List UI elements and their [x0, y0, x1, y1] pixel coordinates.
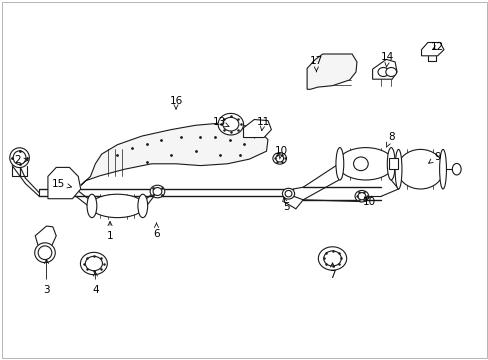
- Ellipse shape: [354, 190, 368, 202]
- Ellipse shape: [38, 246, 52, 260]
- Ellipse shape: [451, 163, 460, 175]
- Text: 9: 9: [428, 152, 440, 163]
- Text: 17: 17: [309, 56, 323, 72]
- Polygon shape: [421, 42, 443, 56]
- Text: 2: 2: [14, 155, 28, 165]
- Ellipse shape: [138, 194, 147, 217]
- Ellipse shape: [87, 194, 97, 217]
- Ellipse shape: [275, 155, 283, 162]
- Polygon shape: [35, 226, 56, 246]
- Text: 10: 10: [362, 197, 375, 207]
- Ellipse shape: [272, 153, 286, 164]
- Ellipse shape: [386, 148, 394, 180]
- Text: 12: 12: [430, 42, 444, 52]
- Ellipse shape: [357, 193, 365, 200]
- Bar: [388, 158, 397, 169]
- Polygon shape: [81, 123, 267, 185]
- Text: 14: 14: [380, 52, 394, 67]
- Ellipse shape: [153, 188, 162, 195]
- Ellipse shape: [439, 149, 446, 189]
- Ellipse shape: [394, 149, 401, 189]
- Ellipse shape: [285, 190, 291, 197]
- Text: 4: 4: [92, 272, 99, 295]
- Polygon shape: [372, 59, 396, 79]
- Ellipse shape: [13, 151, 26, 165]
- Text: 8: 8: [386, 132, 394, 147]
- Text: 10: 10: [274, 146, 287, 159]
- Text: 13: 13: [212, 117, 228, 127]
- Ellipse shape: [337, 148, 393, 180]
- Ellipse shape: [85, 256, 102, 271]
- Text: 11: 11: [256, 117, 269, 131]
- Ellipse shape: [80, 252, 107, 275]
- Text: 6: 6: [153, 223, 160, 239]
- Ellipse shape: [335, 148, 343, 180]
- Ellipse shape: [353, 157, 367, 171]
- Text: 15: 15: [52, 179, 71, 189]
- Text: 7: 7: [328, 263, 335, 280]
- Ellipse shape: [90, 194, 144, 217]
- Text: 5: 5: [282, 197, 289, 212]
- Ellipse shape: [377, 68, 388, 77]
- Ellipse shape: [222, 117, 238, 131]
- Ellipse shape: [10, 148, 29, 168]
- Polygon shape: [48, 167, 81, 199]
- Text: 3: 3: [43, 259, 50, 295]
- Polygon shape: [306, 54, 356, 89]
- Ellipse shape: [150, 185, 164, 198]
- Text: 16: 16: [169, 96, 183, 109]
- Ellipse shape: [282, 188, 294, 199]
- Polygon shape: [243, 120, 271, 138]
- Ellipse shape: [396, 149, 443, 189]
- Ellipse shape: [323, 251, 341, 266]
- Ellipse shape: [35, 243, 55, 263]
- Ellipse shape: [218, 113, 243, 135]
- Ellipse shape: [318, 247, 346, 270]
- Ellipse shape: [385, 68, 396, 77]
- Text: 1: 1: [106, 221, 113, 241]
